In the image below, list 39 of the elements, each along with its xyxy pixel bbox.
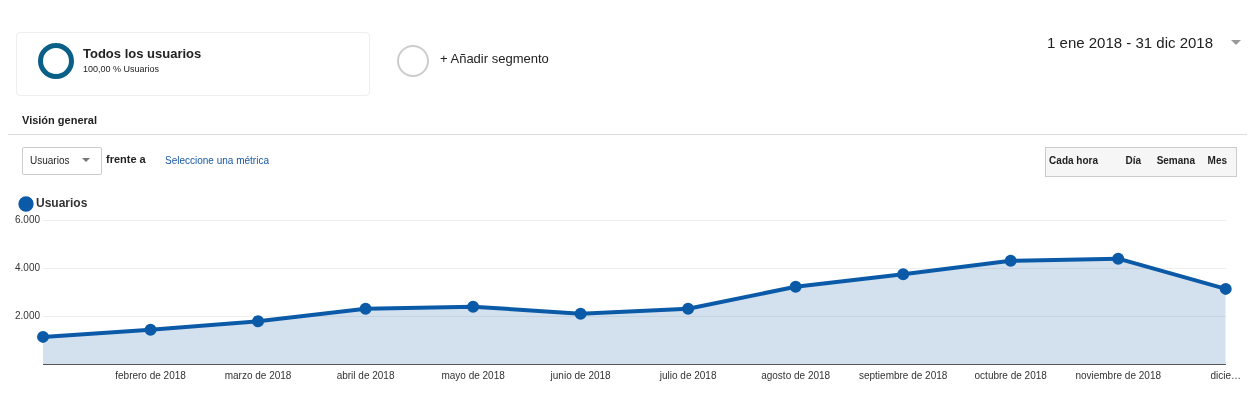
- text: Usuarios: [30, 155, 70, 166]
- point: [252, 315, 265, 328]
- text: Todos los usuarios: [83, 46, 202, 61]
- point: [682, 302, 695, 315]
- point: [37, 330, 50, 343]
- point: [467, 300, 480, 313]
- text: 1 ene 2018 - 31 dic 2018: [1047, 34, 1213, 51]
- y-tick-label: 2.000: [14, 309, 41, 321]
- text: Seleccione una métrica: [165, 155, 269, 166]
- text: Visión general: [22, 114, 97, 126]
- legend-label: Usuarios: [36, 196, 88, 211]
- point: [789, 280, 802, 293]
- text: Día: [1125, 155, 1141, 166]
- x-tick-label: junio de 2018: [549, 369, 612, 381]
- point: [359, 302, 372, 315]
- text: Semana: [1156, 155, 1195, 166]
- y-tick-label: 6.000: [14, 213, 41, 225]
- point: [897, 268, 910, 281]
- x-tick-label: agosto de 2018: [761, 369, 831, 381]
- x-tick-label: julio de 2018: [658, 369, 717, 381]
- x-tick-label: abril de 2018: [336, 369, 395, 381]
- x-tick-label: noviembre de 2018: [1075, 369, 1162, 381]
- point: [1219, 282, 1232, 295]
- point: [144, 323, 157, 336]
- x-tick-label: dicie…: [1210, 369, 1242, 381]
- text: frente a: [106, 153, 146, 165]
- x-tick-label: octubre de 2018: [974, 369, 1048, 381]
- x-tick-label: febrero de 2018: [115, 369, 187, 381]
- text: + Añadir segmento: [440, 51, 549, 66]
- text: 100,00 % Usuarios: [83, 64, 160, 74]
- text: Cada hora: [1049, 155, 1098, 166]
- x-tick-label: marzo de 2018: [224, 369, 292, 381]
- point: [1004, 254, 1017, 267]
- x-tick-label: mayo de 2018: [441, 369, 506, 381]
- x-tick-label: septiembre de 2018: [858, 369, 948, 381]
- point: [1112, 252, 1125, 265]
- point: [574, 307, 587, 320]
- y-tick-label: 4.000: [14, 261, 41, 273]
- text: Mes: [1207, 155, 1227, 166]
